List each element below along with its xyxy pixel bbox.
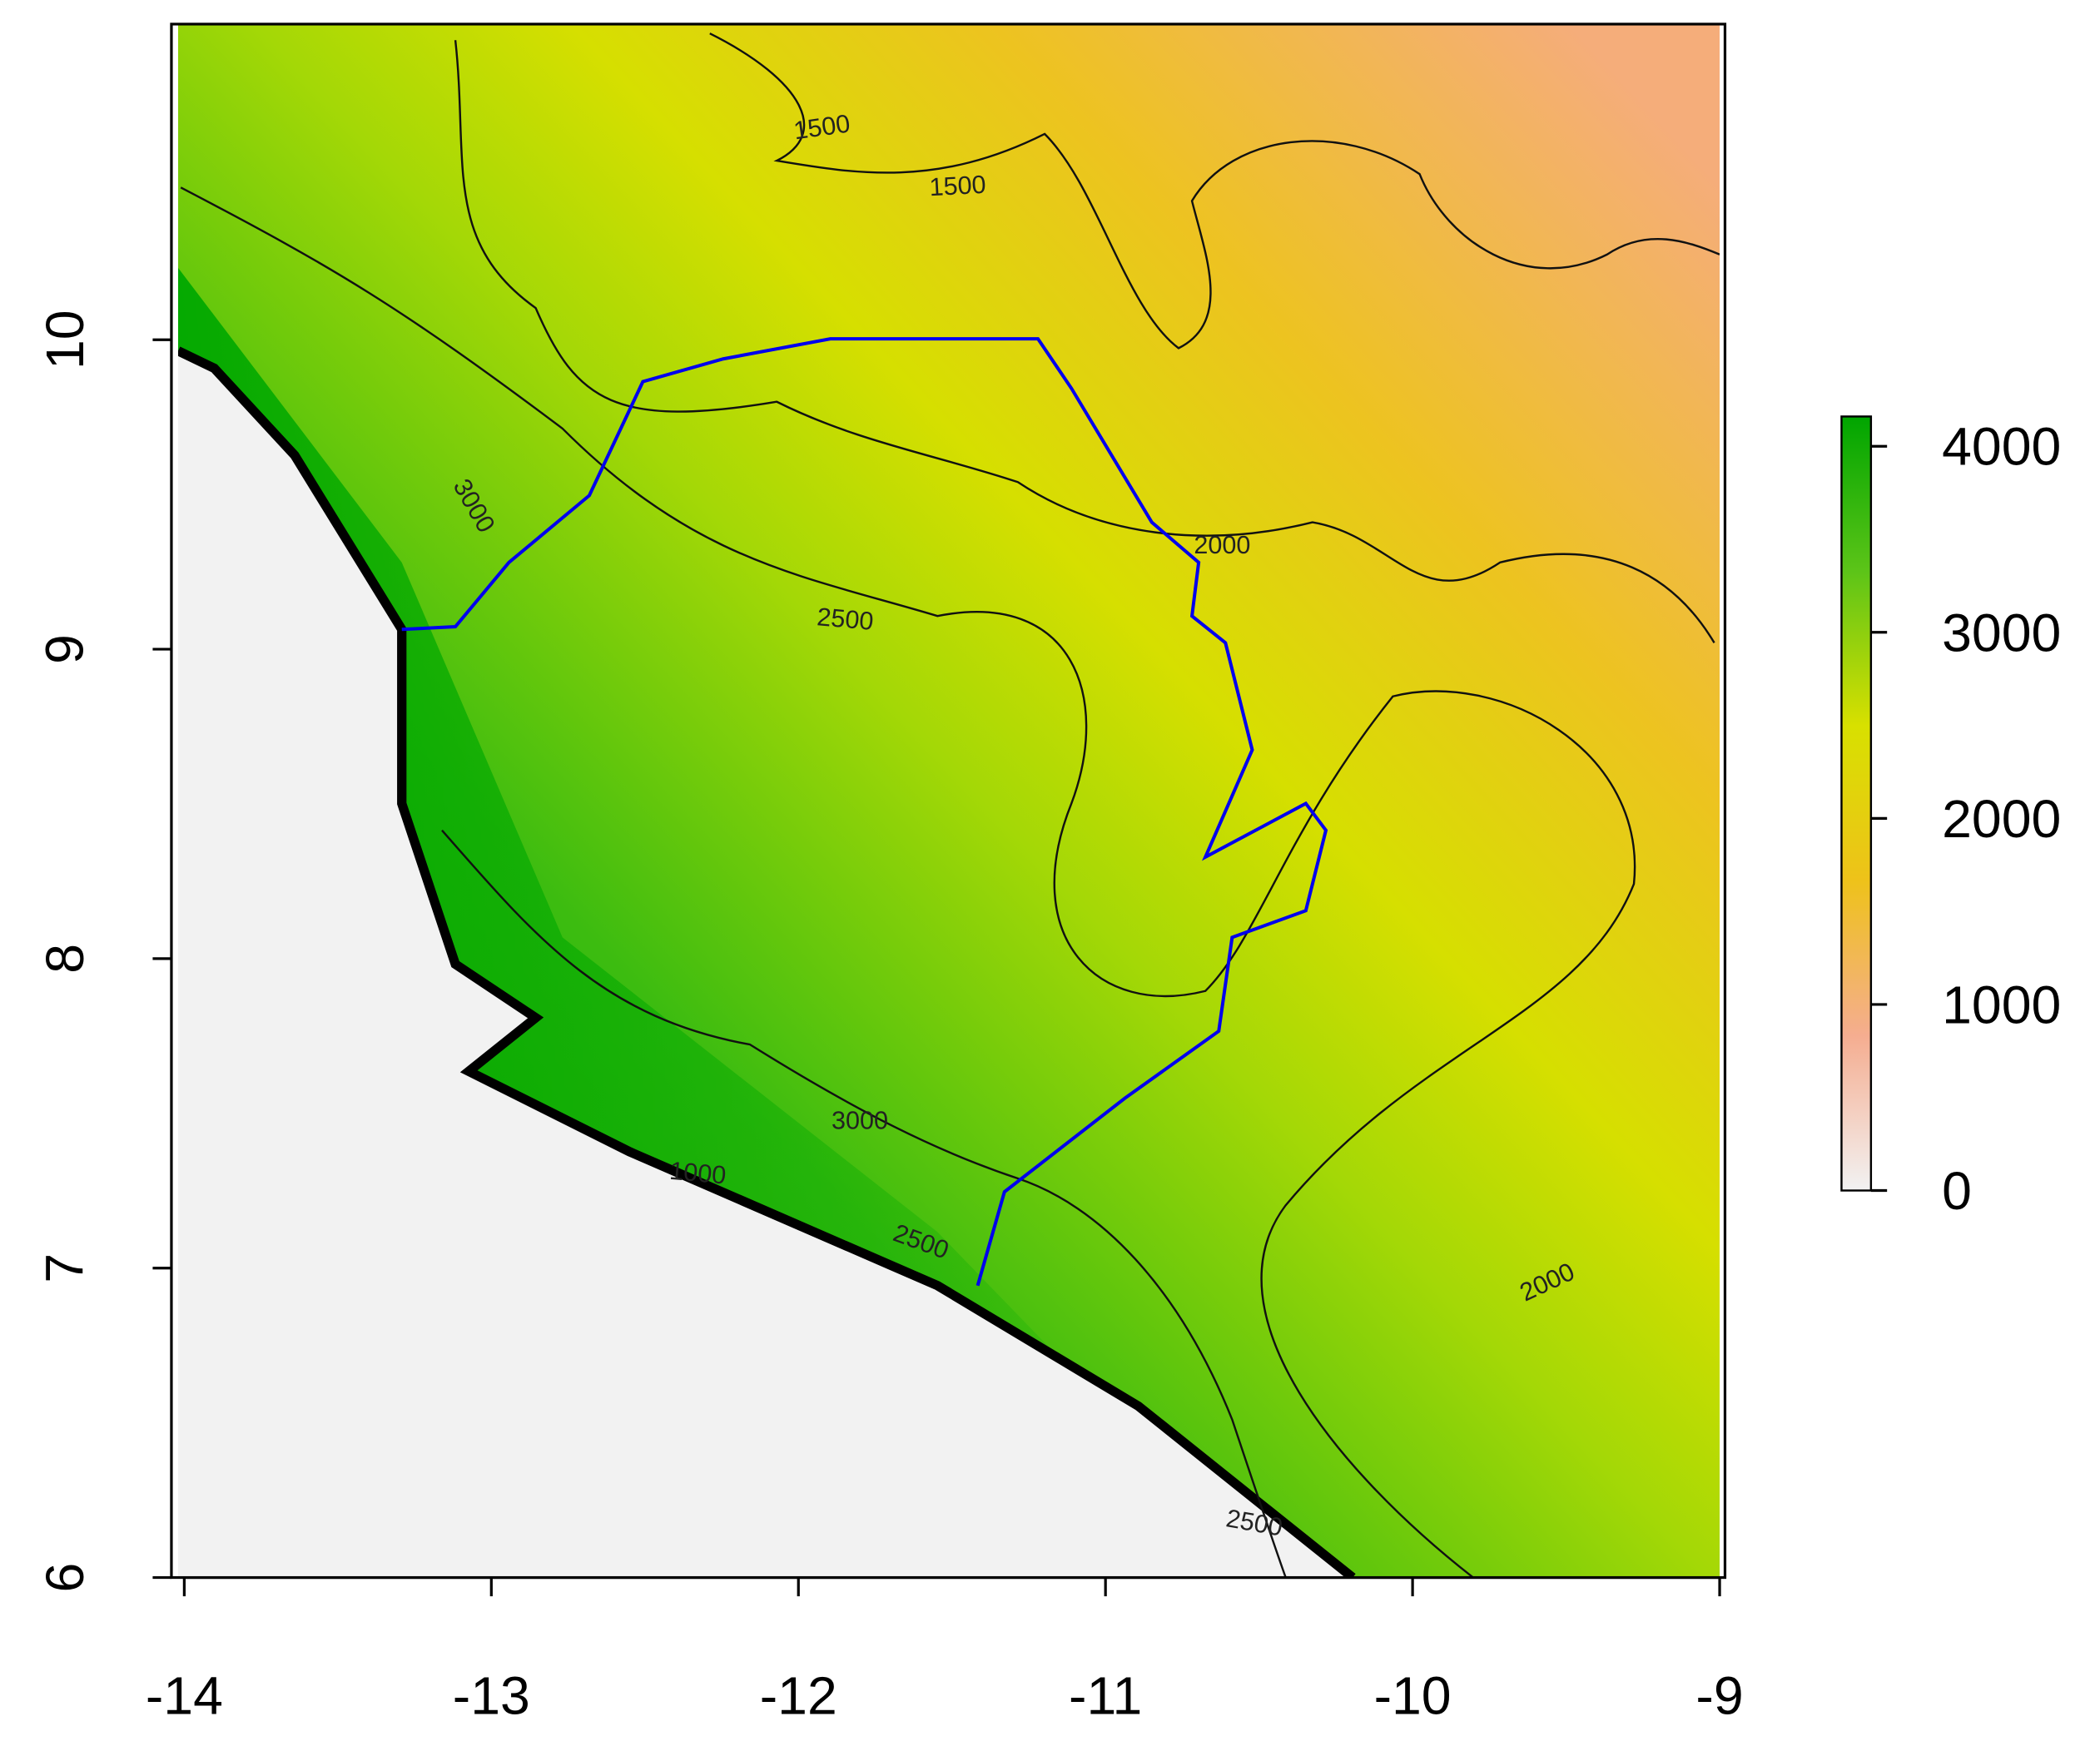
y-tick-label: 9 — [35, 634, 95, 664]
contour-label: 1500 — [929, 171, 987, 202]
x-tick-label: -9 — [1695, 1666, 1743, 1726]
border-line — [401, 337, 1328, 1287]
y-tick-label: 7 — [35, 1253, 95, 1283]
colorbar-tick-label: 2000 — [1942, 789, 2061, 849]
x-tick-label: -10 — [1374, 1666, 1452, 1726]
colorbar — [1841, 416, 1871, 1191]
contour-label: 3000 — [832, 1106, 888, 1134]
y-tick-label: 8 — [35, 944, 95, 974]
contour-line — [709, 32, 1720, 350]
raster — [178, 23, 1720, 1578]
y-tick-label: 10 — [35, 310, 95, 370]
contour-line — [441, 829, 1287, 1578]
contour-label: 1000 — [668, 1157, 727, 1190]
x-tick-label: -13 — [453, 1666, 530, 1726]
x-tick-label: -12 — [760, 1666, 837, 1726]
colorbar-tick-label: 4000 — [1942, 417, 2061, 477]
colorbar-frame — [1840, 415, 1873, 1192]
colorbar-tick-label: 0 — [1942, 1161, 1972, 1221]
x-tick-label: -11 — [1069, 1666, 1142, 1726]
y-tick-label: 6 — [35, 1563, 95, 1593]
colorbar-tick-label: 3000 — [1942, 603, 2061, 662]
sea — [178, 350, 1353, 1578]
x-tick-label: -14 — [146, 1666, 223, 1726]
contour-line — [454, 40, 1715, 644]
contour-line — [180, 186, 1636, 1578]
contour-label: 2000 — [1194, 531, 1250, 559]
contour-label: 2500 — [816, 603, 875, 636]
colorbar-tick-label: 1000 — [1942, 975, 2061, 1034]
coastline — [178, 346, 1356, 1578]
